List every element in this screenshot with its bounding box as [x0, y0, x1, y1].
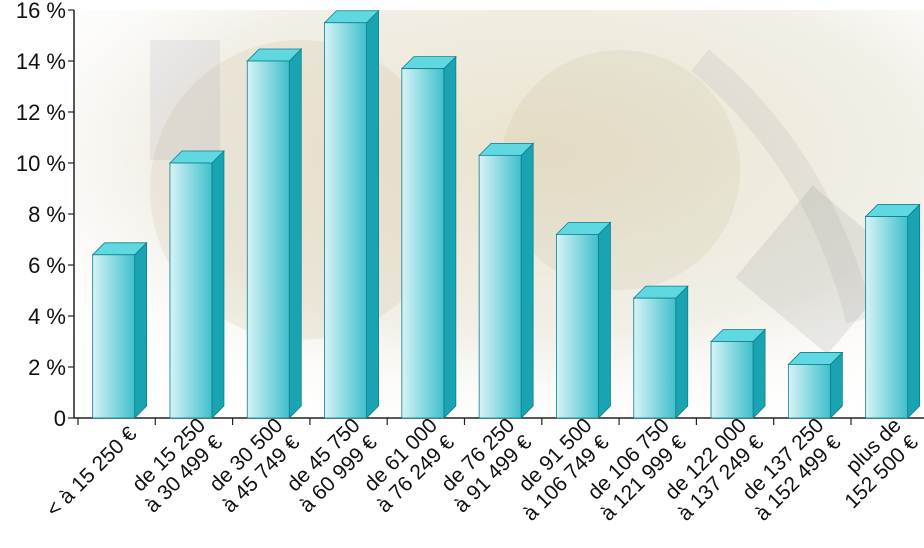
- bar-front: [556, 233, 599, 419]
- bar-side: [598, 221, 611, 419]
- bar-front: [401, 68, 445, 419]
- y-tick-label: 14 %: [16, 49, 66, 74]
- bar-side: [907, 203, 921, 419]
- x-tick-label: de 45 750à 60 999 €: [278, 414, 382, 518]
- bar-front: [865, 216, 909, 419]
- bar: [91, 241, 148, 419]
- bar-front: [633, 297, 677, 419]
- x-tick-label: de 15 250à 30 499 €: [124, 414, 228, 518]
- bar: [787, 351, 844, 419]
- bar: [632, 285, 689, 419]
- bar: [168, 150, 225, 419]
- y-tick-label: 2 %: [28, 355, 66, 380]
- bar-front: [324, 22, 367, 419]
- bar: [710, 328, 767, 419]
- bar: [478, 142, 535, 419]
- x-tick-label-line: < à 15 250 €: [42, 422, 141, 521]
- x-tick-label: de 30 500à 45 749 €: [201, 414, 305, 518]
- bar-side: [443, 55, 457, 419]
- bar-front: [169, 162, 213, 419]
- bar-front: [710, 341, 754, 419]
- bars: [91, 9, 921, 419]
- x-tick-label: de 76 250à 91 499 €: [433, 414, 537, 518]
- bar-side: [211, 150, 225, 419]
- bar-front: [246, 60, 290, 419]
- y-tick-label: 0: [54, 406, 66, 431]
- bar-front: [478, 154, 522, 419]
- bar-side: [675, 285, 689, 419]
- bar: [323, 9, 380, 419]
- bar-front: [92, 254, 136, 419]
- x-tick-label: plus de152 500 €: [823, 414, 923, 514]
- bar: [400, 55, 457, 419]
- bar-front: [787, 364, 831, 419]
- x-tick-label: < à 15 250 €: [42, 422, 141, 521]
- y-tick-label: 12 %: [16, 100, 66, 125]
- bar: [864, 203, 921, 419]
- y-tick-label: 8 %: [28, 202, 66, 227]
- bar: [555, 221, 612, 419]
- y-tick-label: 16 %: [16, 0, 66, 23]
- bar-side: [752, 328, 766, 419]
- bar-side: [134, 241, 148, 419]
- bar: [246, 48, 303, 419]
- y-tick-label: 10 %: [16, 151, 66, 176]
- bar-side: [288, 48, 302, 419]
- y-tick-label: 6 %: [28, 253, 66, 278]
- y-tick-label: 4 %: [28, 304, 66, 329]
- bar-side: [520, 142, 534, 419]
- x-tick-label: de 61 000à 76 249 €: [356, 414, 460, 518]
- bar-side: [366, 9, 379, 419]
